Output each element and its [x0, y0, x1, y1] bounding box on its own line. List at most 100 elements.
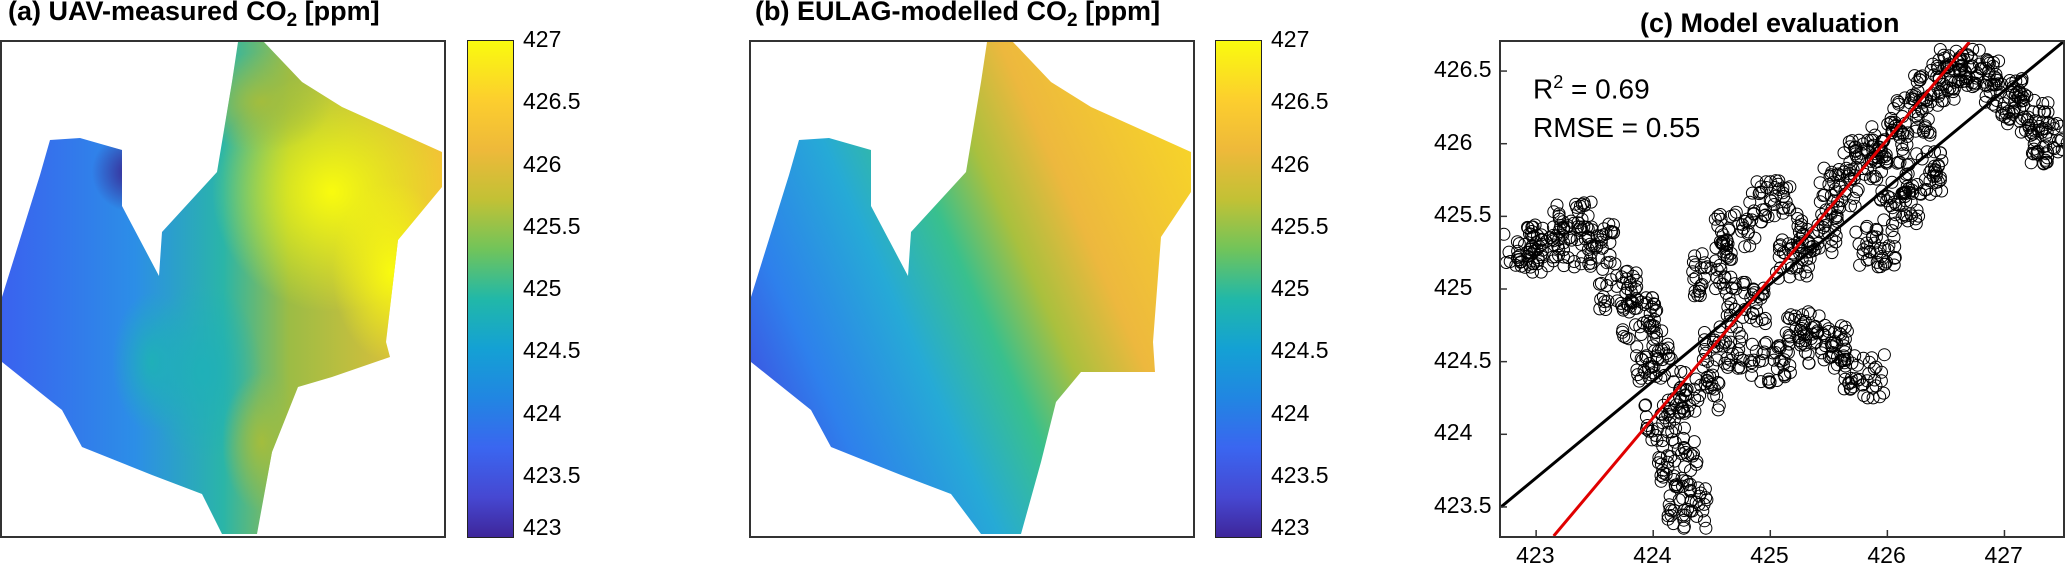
scatter-point	[1795, 253, 1809, 266]
scatter-point	[1541, 259, 1555, 273]
scatter-point	[1557, 250, 1570, 264]
scatter-point	[1746, 306, 1760, 320]
scatter-point	[1577, 196, 1591, 210]
scatter-point	[1933, 170, 1947, 184]
scatter-point	[1692, 284, 1706, 298]
colorbar-a-tick-label: 426	[523, 150, 562, 177]
scatter-point	[1640, 296, 1654, 310]
scatter-point	[1729, 282, 1743, 296]
scatter-point	[1876, 251, 1890, 265]
scatter-point	[1884, 115, 1898, 129]
scatter-point	[1779, 326, 1793, 340]
scatter-point	[1730, 347, 1744, 360]
scatter-point	[1843, 140, 1857, 154]
scatter-point	[1614, 296, 1628, 310]
scatter-point	[1910, 120, 1924, 134]
scatter-point	[1727, 208, 1741, 222]
scatter-point	[1781, 311, 1795, 325]
panel-c-plot	[1499, 40, 2065, 538]
scatter-point	[1679, 445, 1692, 459]
scatter-point	[1837, 349, 1851, 363]
scatter-point	[1929, 176, 1943, 189]
scatter-point	[1712, 377, 1726, 390]
scatter-point	[1712, 399, 1726, 413]
scatter-point	[1619, 272, 1633, 286]
x-tick-label: 423	[1516, 542, 1555, 568]
scatter-point	[1880, 152, 1893, 166]
scatter-point	[1753, 185, 1767, 199]
scatter-point	[1817, 161, 1831, 175]
scatter-point	[1838, 372, 1852, 386]
scatter-point	[1912, 209, 1926, 223]
scatter-point	[1605, 225, 1619, 239]
panel-b-map	[749, 40, 1195, 538]
scatter-point	[1992, 54, 2006, 68]
scatter-point	[1648, 297, 1662, 311]
scatter-point	[1550, 198, 1564, 212]
scatter-point	[1669, 421, 1683, 435]
scatter-point	[1501, 227, 1511, 241]
scatter-point	[1755, 215, 1768, 229]
scatter-point	[1745, 356, 1759, 370]
scatter-point	[2031, 144, 2045, 158]
scatter-point	[1714, 262, 1728, 276]
scatter-point	[1501, 256, 1513, 269]
scatter-point	[1800, 269, 1814, 283]
scatter-point	[1987, 78, 2001, 92]
scatter-point	[1869, 147, 1883, 161]
scatter-point	[1634, 328, 1648, 341]
scatter-point	[1622, 332, 1636, 346]
scatter-point	[1885, 224, 1899, 238]
scatter-point	[1663, 502, 1677, 516]
scatter-point	[1911, 84, 1925, 98]
scatter-point	[1874, 260, 1888, 274]
scatter-point	[1690, 509, 1704, 523]
scatter-points	[1501, 42, 2063, 535]
scatter-point	[1782, 328, 1796, 342]
scatter-point	[1825, 246, 1839, 260]
scatter-point	[1659, 467, 1673, 481]
scatter-point	[1688, 249, 1702, 263]
scatter-point	[1857, 389, 1871, 402]
scatter-point	[1698, 482, 1712, 496]
scatter-point	[1935, 94, 1949, 108]
scatter-point	[1565, 233, 1579, 247]
scatter-point	[1580, 220, 1594, 234]
x-tick-label: 424	[1633, 542, 1672, 568]
scatter-point	[1807, 320, 1821, 334]
scatter-point	[1883, 191, 1897, 205]
scatter-point	[1909, 109, 1923, 123]
scatter-point	[1860, 253, 1874, 267]
scatter-point	[1840, 352, 1854, 366]
r2-stat: R2 = 0.69	[1533, 72, 1650, 105]
scatter-point	[1838, 365, 1852, 379]
scatter-point	[1719, 245, 1733, 259]
scatter-point	[1887, 258, 1901, 272]
scatter-point	[2039, 147, 2053, 161]
scatter-point	[1806, 327, 1819, 341]
scatter-point	[1689, 372, 1703, 386]
scatter-point	[1869, 230, 1883, 244]
scatter-point	[1903, 207, 1917, 221]
scatter-point	[1547, 234, 1561, 248]
scatter-point	[1866, 152, 1880, 166]
scatter-point	[1642, 320, 1656, 334]
scatter-point	[1575, 212, 1589, 226]
scatter-point	[1711, 403, 1725, 417]
scatter-point	[1560, 220, 1574, 234]
scatter-point	[1688, 284, 1702, 298]
scatter-point	[1785, 261, 1798, 275]
scatter-point	[1920, 145, 1934, 159]
scatter-point	[1637, 363, 1651, 377]
panel-b-colorbar	[1215, 40, 1262, 538]
scatter-point	[1931, 62, 1945, 75]
scatter-point	[1909, 212, 1923, 226]
colorbar-a-tick-label: 423	[523, 514, 562, 540]
scatter-point	[1693, 389, 1707, 403]
scatter-point	[2002, 90, 2016, 104]
scatter-point	[1699, 521, 1713, 535]
scatter-point	[1875, 365, 1888, 379]
scatter-point	[1707, 340, 1721, 354]
scatter-point	[1868, 236, 1882, 250]
scatter-point	[1791, 212, 1805, 225]
